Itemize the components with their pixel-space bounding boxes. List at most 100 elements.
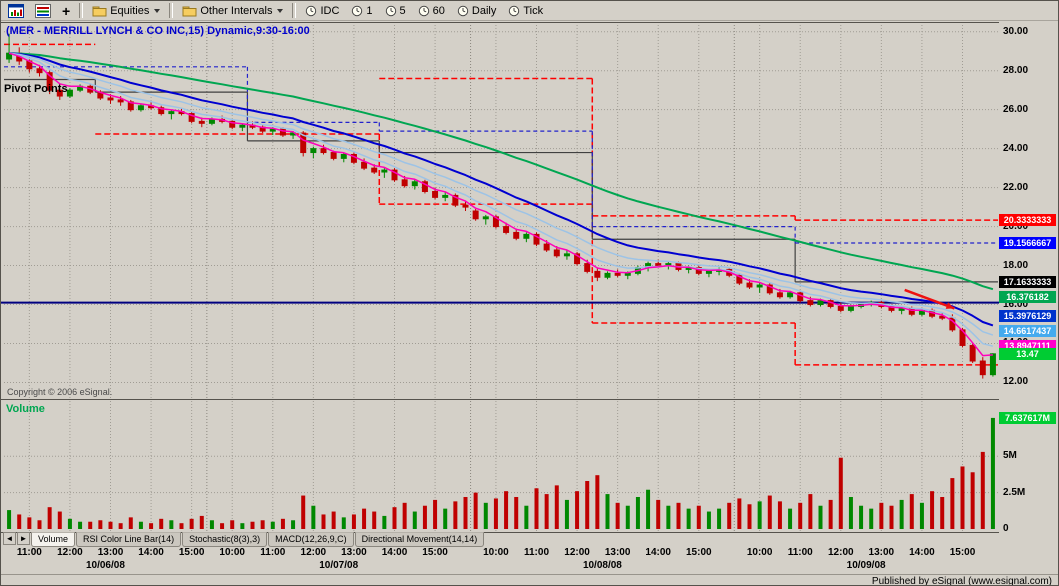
pane-tabs: ◄ ► Volume RSI Color Line Bar(14) Stochast… (3, 532, 485, 547)
interval-button-daily[interactable]: Daily (453, 3, 500, 19)
other-intervals-label: Other Intervals (200, 4, 273, 17)
hour-label: 11:00 (16, 547, 42, 558)
horizontal-gridlines (4, 31, 999, 383)
price-axis-tick: 24.00 (1003, 142, 1029, 154)
volume-axis-tick: 0 (1003, 523, 1009, 534)
interval-button-5[interactable]: 5 (381, 3, 410, 19)
interval-button-idc[interactable]: IDC (301, 3, 343, 19)
pivot-points-label: Pivot Points (4, 83, 68, 95)
other-intervals-dropdown[interactable]: Other Intervals (178, 3, 287, 19)
hour-label: 13:00 (97, 547, 124, 558)
hour-label: 10:00 (219, 547, 245, 558)
pivot-line-resistance (4, 43, 998, 221)
hour-label: 15:00 (178, 547, 205, 558)
status-bar: Published by eSignal (www.esignal.com) (1, 574, 1058, 586)
clock-icon (418, 5, 429, 16)
interval-button-group: IDC 1 5 60 Daily Tick (301, 3, 547, 19)
chart-window-icon-button[interactable] (4, 2, 28, 20)
hour-label: 14:00 (909, 547, 935, 558)
pane-tab-volume[interactable]: Volume (31, 532, 76, 547)
toolbar-separator (169, 3, 174, 18)
hour-label: 12:00 (57, 547, 83, 558)
hour-label: 14:00 (138, 547, 164, 558)
chart-window-icon (8, 3, 24, 18)
clock-icon (352, 5, 363, 16)
toolbar-separator (292, 3, 297, 18)
time-axis-hours: 11:00 12:00 13:00 14:00 15:00 10:00 11:00 12:00… (1, 547, 1058, 559)
hour-label: 14:00 (645, 547, 671, 558)
volume-axis[interactable]: 5M 2.5M 0 7.637617M (999, 401, 1058, 534)
toolbar: + Equities Other Intervals IDC 1 5 60 Daily T… (1, 1, 1058, 21)
candles (6, 33, 996, 379)
hour-label: 11:00 (787, 547, 813, 558)
clock-icon (306, 5, 317, 16)
quote-window-icon (35, 3, 51, 18)
hour-label: 11:00 (260, 547, 286, 558)
folder-icon (92, 6, 107, 16)
price-axis-tick: 26.00 (1003, 103, 1029, 115)
toolbar-separator (79, 3, 84, 18)
equities-dropdown[interactable]: Equities (88, 3, 164, 19)
hour-label: 13:00 (341, 547, 367, 558)
equities-label: Equities (110, 4, 150, 17)
hour-label: 10:00 (746, 547, 773, 558)
price-axis-tick: 12.00 (1003, 376, 1029, 388)
price-badge: 17.1633333 (999, 275, 1056, 288)
vertical-gridlines (28, 401, 963, 533)
volume-pane-chart[interactable] (1, 401, 1059, 533)
interval-button-60[interactable]: 60 (414, 3, 449, 19)
interval-button-label: 1 (366, 4, 373, 17)
tab-scroll-right-button[interactable]: ► (17, 532, 30, 545)
clock-icon (385, 5, 396, 16)
status-text: Published by eSignal (www.esignal.com) (871, 576, 1052, 586)
clock-icon (509, 5, 520, 16)
pane-tab-directional-movement-14-14[interactable]: Directional Movement(14,14) (354, 532, 485, 547)
pane-tab-macd-12-26-9-c[interactable]: MACD(12,26,9,C) (268, 532, 354, 547)
price-badge: 15.3976129 (999, 310, 1056, 323)
price-axis-tick: 20.00 (1003, 220, 1029, 232)
chevron-down-icon (277, 8, 284, 13)
copyright-text: Copyright © 2006 eSignal. (7, 387, 113, 397)
hour-label: 11:00 (523, 547, 550, 558)
interval-button-tick[interactable]: Tick (504, 3, 547, 19)
interval-button-1[interactable]: 1 (347, 3, 376, 19)
date-label: 10/06/08 (85, 560, 125, 571)
price-axis-tick: 22.00 (1003, 181, 1029, 193)
ma-line-ema-slow (9, 52, 994, 291)
interval-button-label: Daily (471, 4, 497, 17)
chevron-down-icon (154, 8, 161, 13)
hour-label: 13:00 (868, 547, 895, 558)
price-pane-chart[interactable] (1, 22, 1059, 400)
ma-line-ema-band-a (9, 52, 994, 336)
quote-window-icon-button[interactable] (31, 2, 55, 20)
interval-button-label: IDC (320, 4, 340, 17)
hour-label: 15:00 (685, 547, 712, 558)
pane-tab-stochastic-8-3-3[interactable]: Stochastic(8(3),3) (182, 532, 268, 547)
ma-line-ema-medium (9, 52, 994, 327)
pane-tab-rsi-color-line-bar-14[interactable]: RSI Color Line Bar(14) (76, 532, 182, 547)
volume-pane-label: Volume (6, 403, 45, 415)
tab-scroll-left-button[interactable]: ◄ (3, 532, 16, 545)
price-badge: 14.6617437 (999, 324, 1056, 337)
clock-icon (457, 5, 469, 16)
chart-title: (MER - MERRILL LYNCH & CO INC,15) Dynami… (6, 25, 310, 37)
hour-label: 15:00 (949, 547, 976, 558)
date-label: 10/08/08 (582, 560, 622, 571)
volume-axis-tick: 5M (1003, 450, 1017, 462)
ma-line-ema-band-b (8, 52, 994, 347)
price-badge: 19.1566667 (999, 237, 1056, 250)
hour-label: 12:00 (564, 547, 590, 558)
price-axis[interactable]: 30.00 28.00 26.00 24.00 22.00 20.00 18.00 16.00… (999, 22, 1058, 400)
hour-label: 13:00 (604, 547, 631, 558)
arrow-annotation (904, 288, 955, 310)
price-badge: 16.376182 (999, 291, 1056, 304)
volume-badge: 7.637617M (999, 411, 1056, 424)
price-axis-tick: 30.00 (1003, 25, 1029, 37)
interval-button-label: 60 (432, 4, 445, 17)
date-label: 10/07/08 (319, 560, 359, 571)
price-badge: 20.3333333 (999, 214, 1056, 227)
date-label: 10/09/08 (846, 560, 886, 571)
tab-list: Volume RSI Color Line Bar(14) Stochastic(8… (31, 532, 485, 547)
plus-icon-button[interactable]: + (58, 3, 74, 19)
